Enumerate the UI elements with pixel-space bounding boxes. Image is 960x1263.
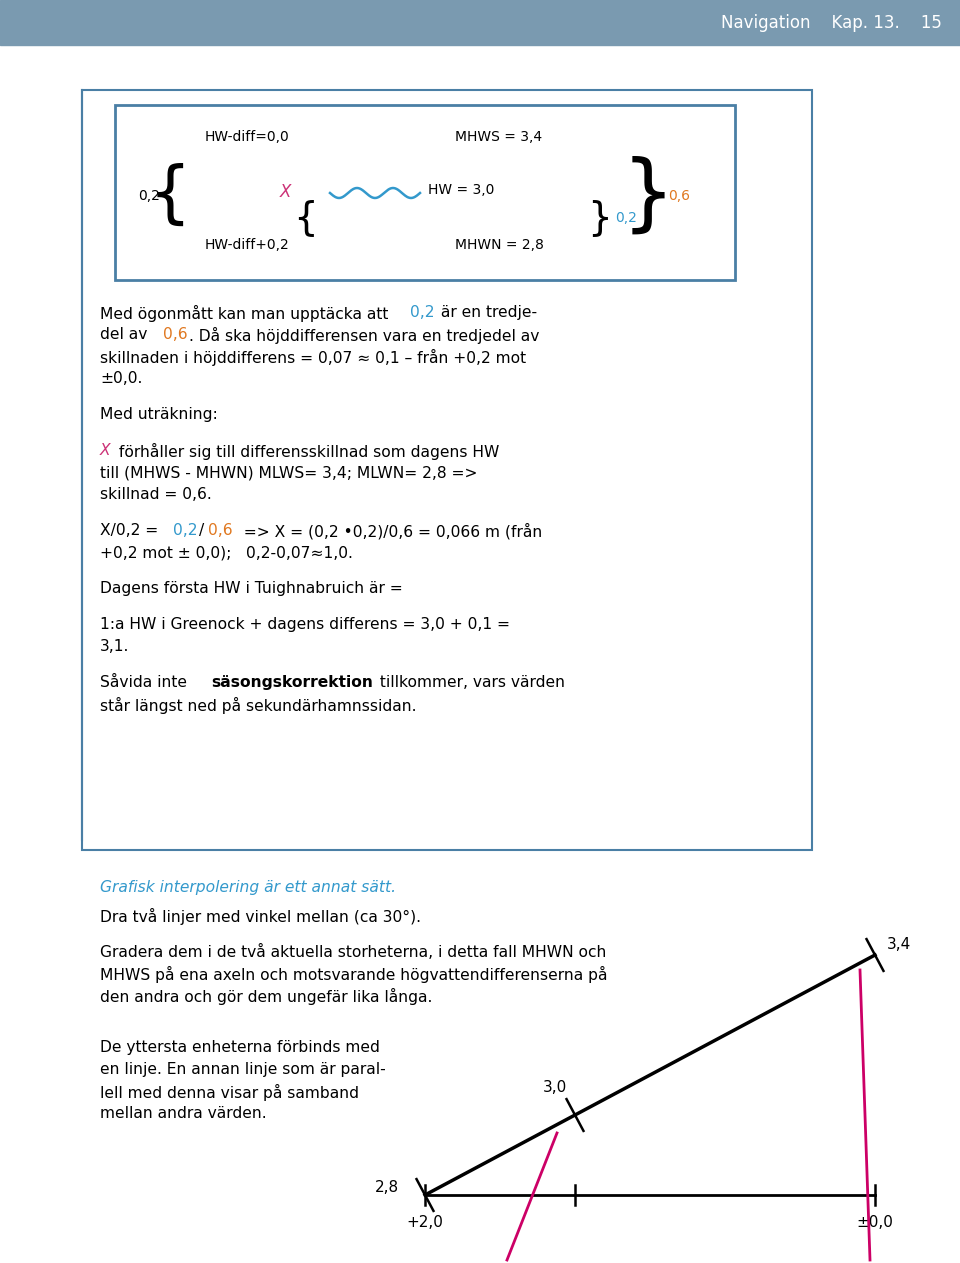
Text: 1:a HW i Greenock + dagens differens = 3,0 + 0,1 =: 1:a HW i Greenock + dagens differens = 3… <box>100 618 510 632</box>
Text: 2,8: 2,8 <box>375 1180 399 1195</box>
Text: MHWS = 3,4: MHWS = 3,4 <box>455 130 542 144</box>
Text: förhåller sig till differensskillnad som dagens HW: förhåller sig till differensskillnad som… <box>114 443 499 460</box>
Text: Navigation    Kap. 13.    15: Navigation Kap. 13. 15 <box>721 14 942 32</box>
Text: lell med denna visar på samband: lell med denna visar på samband <box>100 1084 359 1101</box>
Text: skillnad = 0,6.: skillnad = 0,6. <box>100 488 212 501</box>
Text: MHWN = 2,8: MHWN = 2,8 <box>455 237 544 253</box>
Text: /: / <box>199 523 204 538</box>
Bar <box>0 0 960 45</box>
Text: 0,6: 0,6 <box>208 523 232 538</box>
Text: HW-diff+0,2: HW-diff+0,2 <box>205 237 290 253</box>
Text: MHWS på ena axeln och motsvarande högvattendifferenserna på: MHWS på ena axeln och motsvarande högvat… <box>100 966 608 983</box>
Text: en linje. En annan linje som är paral-: en linje. En annan linje som är paral- <box>100 1062 386 1077</box>
Text: => X = (0,2 •0,2)/0,6 = 0,066 m (från: => X = (0,2 •0,2)/0,6 = 0,066 m (från <box>234 523 542 539</box>
Text: De yttersta enheterna förbinds med: De yttersta enheterna förbinds med <box>100 1039 380 1055</box>
Text: till (MHWS - MHWN) MLWS= 3,4; MLWN= 2,8 =>: till (MHWS - MHWN) MLWS= 3,4; MLWN= 2,8 … <box>100 465 477 480</box>
Text: Dra två linjer med vinkel mellan (ca 30°).: Dra två linjer med vinkel mellan (ca 30°… <box>100 908 421 925</box>
Text: del av: del av <box>100 327 153 342</box>
Text: mellan andra värden.: mellan andra värden. <box>100 1106 267 1122</box>
Text: Såvida inte: Såvida inte <box>100 674 192 690</box>
Text: står längst ned på sekundärhamnssidan.: står längst ned på sekundärhamnssidan. <box>100 697 417 714</box>
Text: skillnaden i höjddifferens = 0,07 ≈ 0,1 – från +0,2 mot: skillnaden i höjddifferens = 0,07 ≈ 0,1 … <box>100 349 526 366</box>
Text: . Då ska höjddifferensen vara en tredjedel av: . Då ska höjddifferensen vara en tredjed… <box>189 327 540 344</box>
Text: ±0,0: ±0,0 <box>856 1215 894 1230</box>
Text: X: X <box>100 443 110 458</box>
Text: HW = 3,0: HW = 3,0 <box>428 183 494 197</box>
Text: Med uträkning:: Med uträkning: <box>100 407 218 422</box>
Text: 0,2: 0,2 <box>138 189 160 203</box>
Text: 3,4: 3,4 <box>887 937 911 952</box>
Text: Dagens första HW i Tuighnabruich är =: Dagens första HW i Tuighnabruich är = <box>100 581 403 596</box>
Text: den andra och gör dem ungefär lika långa.: den andra och gör dem ungefär lika långa… <box>100 988 432 1005</box>
Text: ±0,0.: ±0,0. <box>100 371 142 386</box>
Text: {: { <box>149 163 191 229</box>
Text: 0,6: 0,6 <box>163 327 187 342</box>
Text: Gradera dem i de två aktuella storheterna, i detta fall MHWN och: Gradera dem i de två aktuella storhetern… <box>100 943 607 960</box>
Text: 0,2: 0,2 <box>615 211 636 225</box>
Text: +2,0: +2,0 <box>407 1215 444 1230</box>
Text: }: } <box>588 200 612 237</box>
Text: X/0,2 =: X/0,2 = <box>100 523 163 538</box>
Text: 0,6: 0,6 <box>668 189 690 203</box>
Text: Med ögonmått kan man upptäcka att: Med ögonmått kan man upptäcka att <box>100 304 394 322</box>
Text: X: X <box>280 183 292 201</box>
Text: 3,1.: 3,1. <box>100 639 130 654</box>
Text: }: } <box>621 155 675 236</box>
Text: HW-diff=0,0: HW-diff=0,0 <box>205 130 290 144</box>
Text: Grafisk interpolering är ett annat sätt.: Grafisk interpolering är ett annat sätt. <box>100 880 396 895</box>
Text: +0,2 mot ± 0,0);   0,2-0,07≈1,0.: +0,2 mot ± 0,0); 0,2-0,07≈1,0. <box>100 546 353 560</box>
Text: 0,2: 0,2 <box>173 523 198 538</box>
Text: {: { <box>293 200 318 237</box>
Text: tillkommer, vars värden: tillkommer, vars värden <box>375 674 565 690</box>
Text: 0,2: 0,2 <box>410 304 435 320</box>
Text: 3,0: 3,0 <box>542 1080 567 1095</box>
Text: säsongskorrektion: säsongskorrektion <box>211 674 372 690</box>
FancyBboxPatch shape <box>115 105 735 280</box>
Text: är en tredje-: är en tredje- <box>436 304 538 320</box>
